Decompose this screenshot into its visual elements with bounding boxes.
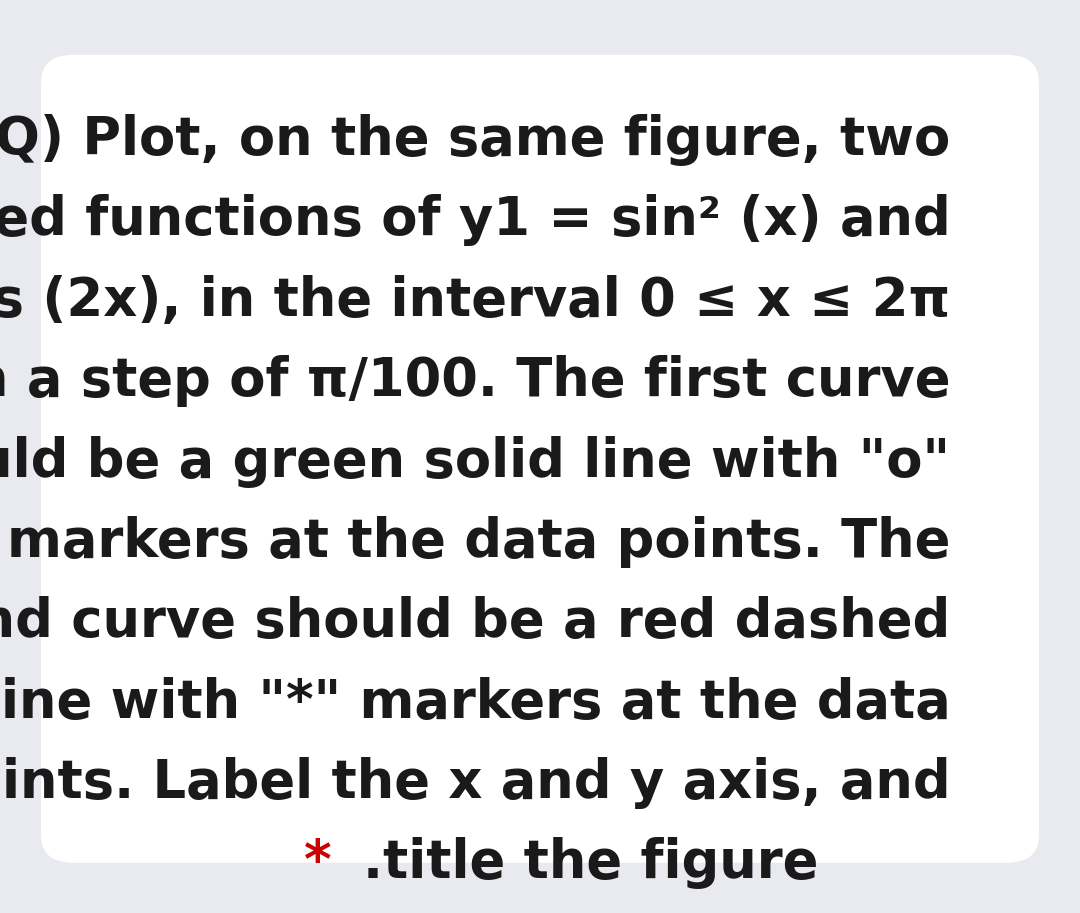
Text: y2 = cos (2x), in the interval 0 ≤ x ≤ 2π: y2 = cos (2x), in the interval 0 ≤ x ≤ 2… bbox=[0, 275, 950, 327]
Text: should be a green solid line with "o": should be a green solid line with "o" bbox=[0, 436, 950, 488]
Text: related functions of y1 = sin² (x) and: related functions of y1 = sin² (x) and bbox=[0, 194, 950, 247]
Text: Q) Plot, on the same figure, two: Q) Plot, on the same figure, two bbox=[0, 114, 950, 166]
FancyBboxPatch shape bbox=[41, 55, 1039, 863]
Text: markers at the data points. The: markers at the data points. The bbox=[8, 516, 950, 568]
Text: *: * bbox=[303, 837, 332, 889]
Text: points. Label the x and y axis, and: points. Label the x and y axis, and bbox=[0, 757, 950, 809]
Text: .title the figure: .title the figure bbox=[363, 837, 819, 889]
Text: second curve should be a red dashed: second curve should be a red dashed bbox=[0, 596, 950, 648]
Text: with a step of π/100. The first curve: with a step of π/100. The first curve bbox=[0, 355, 950, 407]
Text: line with "*" markers at the data: line with "*" markers at the data bbox=[0, 677, 950, 729]
